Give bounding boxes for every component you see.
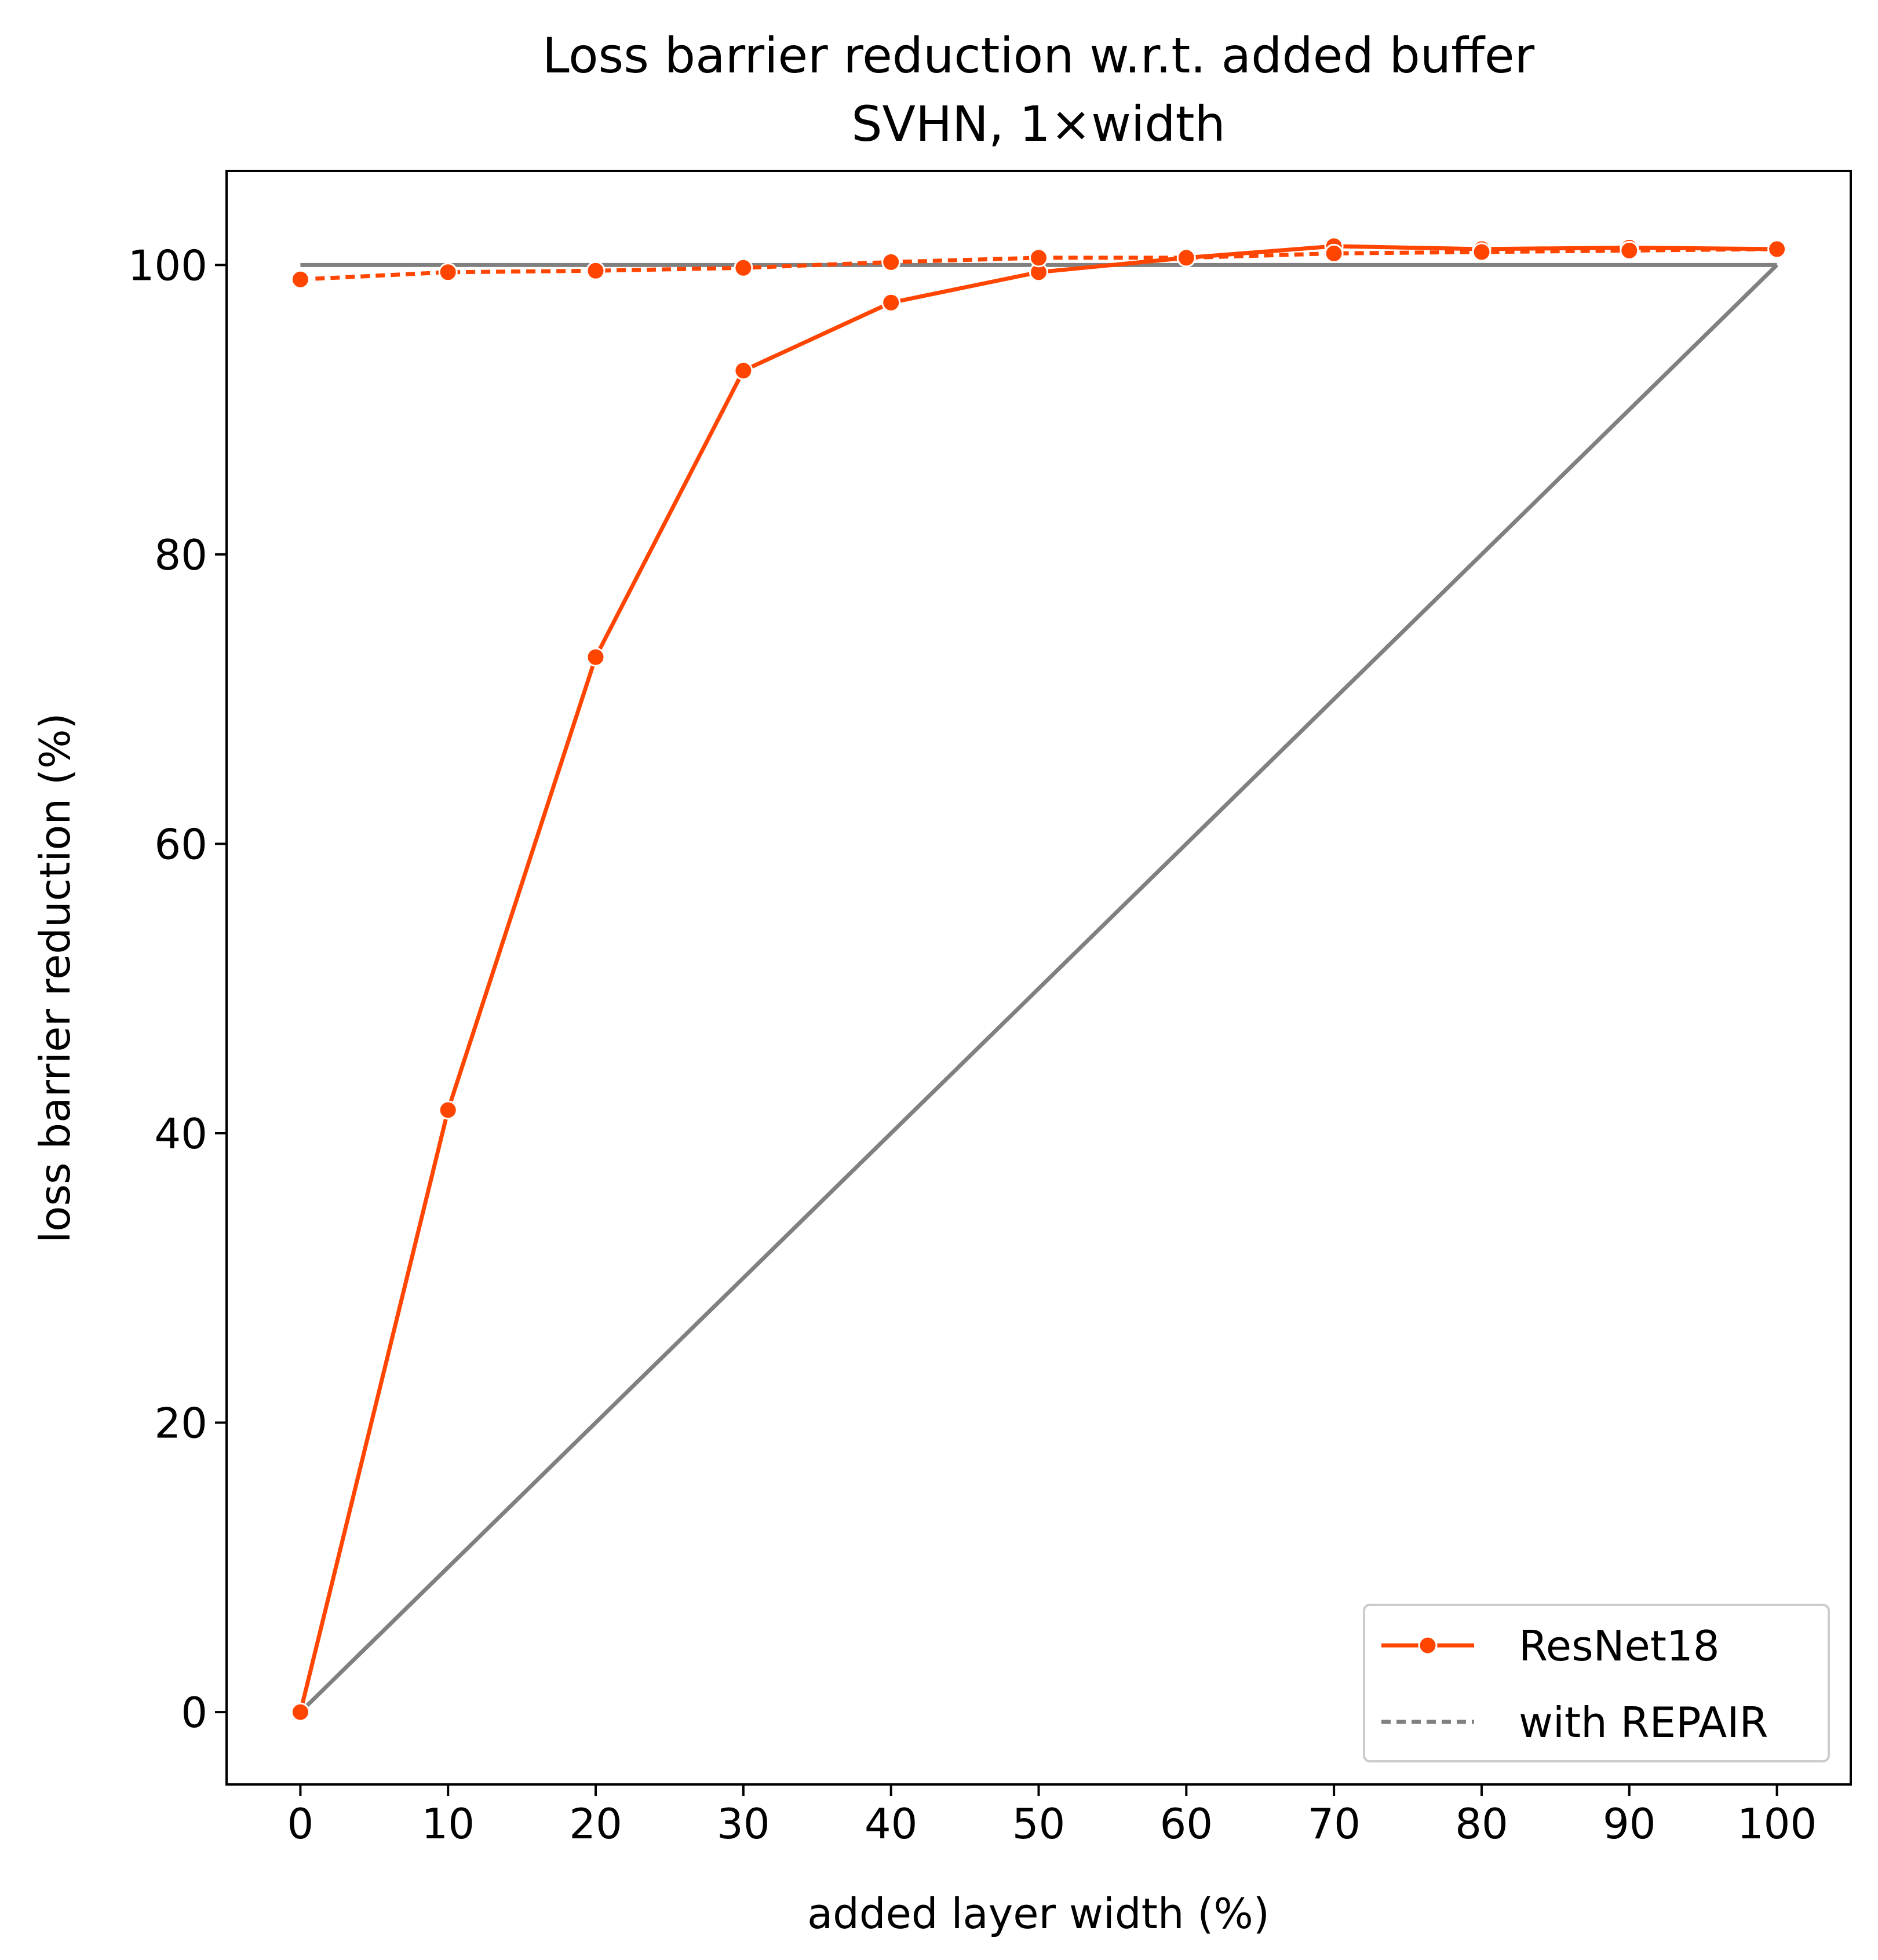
x-tick-label: 100 [1737, 1800, 1817, 1848]
x-tick-label: 80 [1455, 1800, 1508, 1848]
x-tick-label: 70 [1307, 1800, 1361, 1848]
y-tick-label: 0 [181, 1688, 207, 1737]
data-point [734, 258, 753, 278]
x-tick-label: 0 [287, 1800, 314, 1848]
x-tick-label: 50 [1012, 1800, 1066, 1848]
series-with-repair [290, 239, 1787, 289]
chart-subtitle: SVHN, 1×width [851, 96, 1226, 152]
x-tick-label: 10 [421, 1800, 475, 1848]
data-point [290, 269, 310, 289]
data-point [438, 1100, 458, 1120]
x-axis-label: added layer width (%) [807, 1889, 1270, 1938]
data-point [586, 261, 606, 280]
data-point [586, 647, 606, 667]
legend-label: ResNet18 [1519, 1622, 1720, 1670]
data-point [290, 1702, 310, 1722]
data-point [881, 293, 901, 312]
legend-item: with REPAIR [1381, 1698, 1768, 1747]
data-point [734, 361, 753, 381]
y-axis-label: loss barrier reduction (%) [31, 713, 79, 1243]
x-tick-label: 20 [569, 1800, 622, 1848]
x-tick-label: 90 [1603, 1800, 1656, 1848]
data-point [1029, 248, 1048, 268]
y-tick-label: 80 [154, 531, 207, 579]
plot-area [290, 236, 1787, 1722]
y-tick-label: 40 [154, 1109, 207, 1158]
data-point [1767, 239, 1787, 259]
legend-marker [1418, 1636, 1438, 1655]
y-tick-label: 20 [154, 1399, 207, 1448]
x-tick-label: 60 [1160, 1800, 1213, 1848]
x-tick-label: 30 [717, 1800, 770, 1848]
chart-title: Loss barrier reduction w.r.t. added buff… [542, 27, 1535, 84]
x-axis: 0 10 20 30 40 50 60 70 80 90 100 [287, 1784, 1817, 1848]
data-point [1176, 248, 1196, 268]
data-point [881, 252, 901, 272]
legend-item: ResNet18 [1381, 1622, 1720, 1670]
data-point [438, 262, 458, 282]
reference-line-diagonal [298, 263, 1779, 1714]
x-tick-label: 40 [865, 1800, 918, 1848]
legend-frame [1363, 1604, 1830, 1762]
data-point [1472, 242, 1492, 262]
y-tick-label: 60 [154, 820, 207, 868]
legend-label: with REPAIR [1519, 1698, 1768, 1747]
y-tick-label: 100 [128, 241, 207, 290]
data-point [1620, 240, 1639, 260]
legend: ResNet18 with REPAIR [1363, 1604, 1830, 1762]
data-point [1324, 243, 1344, 263]
y-axis: 0 20 40 60 80 100 [128, 241, 227, 1737]
